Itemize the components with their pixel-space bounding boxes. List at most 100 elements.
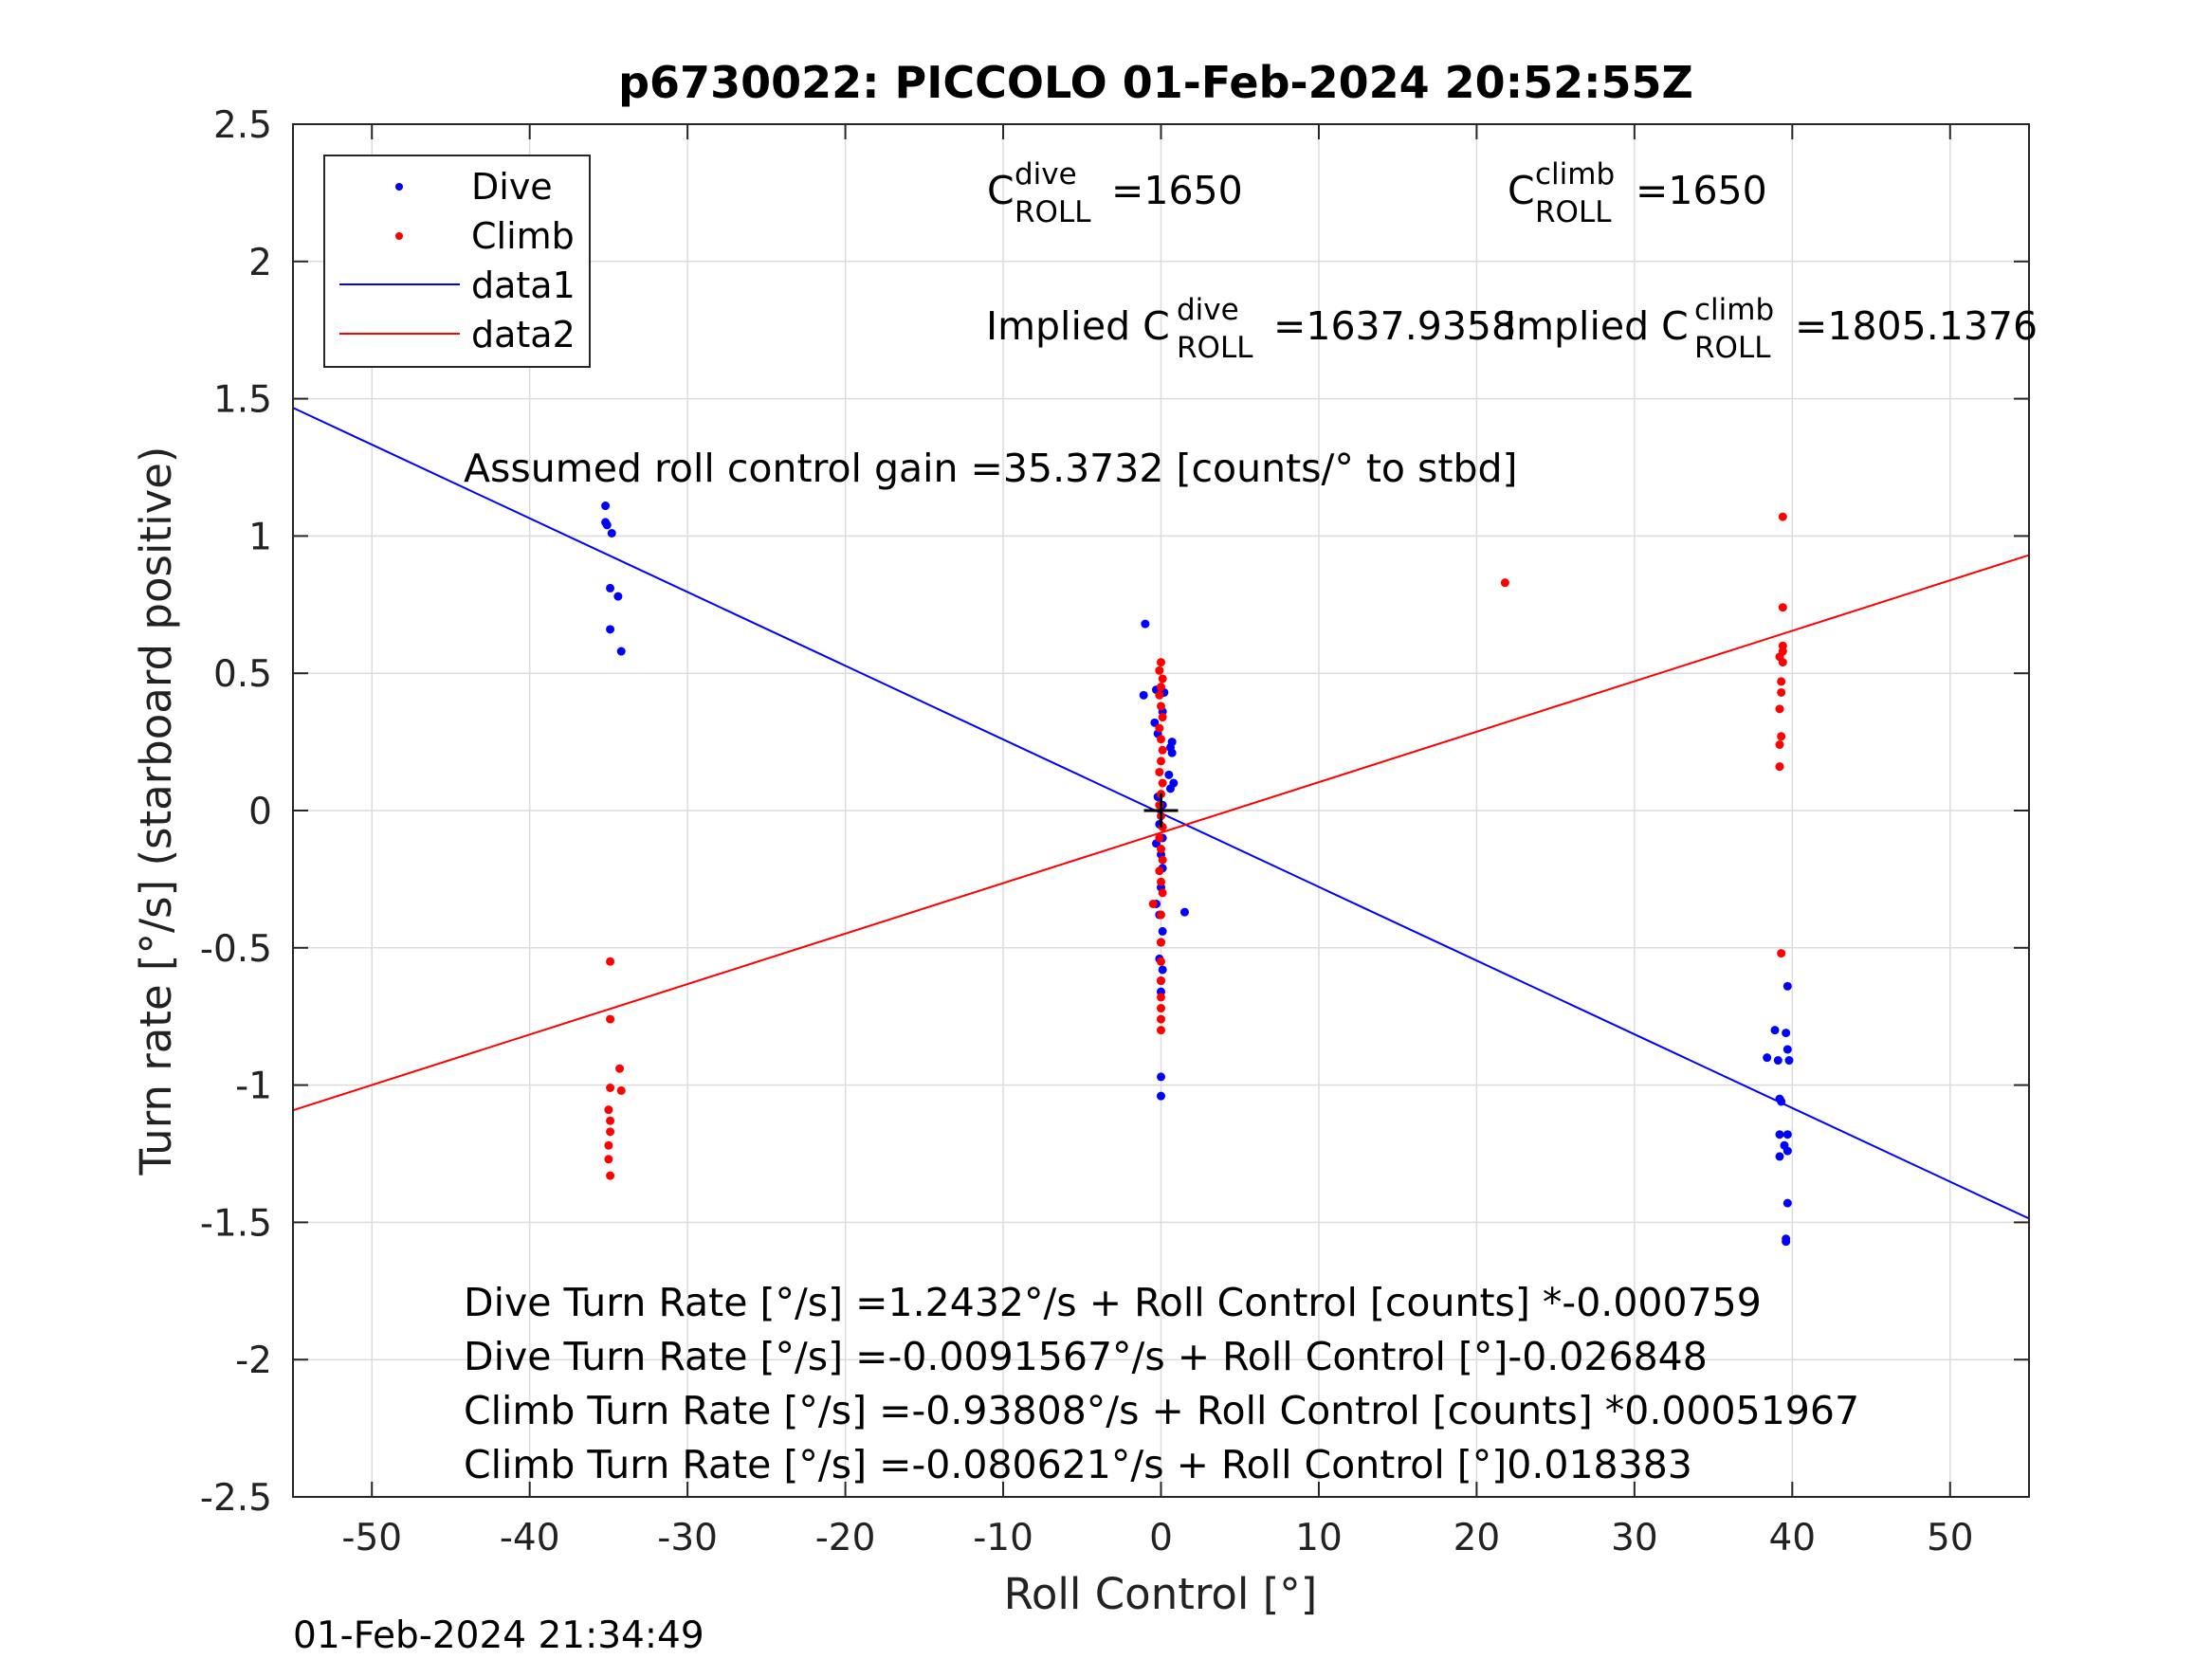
- implied-climb-value: =1805.1376: [1795, 303, 2038, 349]
- climb-point: [1500, 578, 1509, 588]
- y-tick-label: -1: [235, 1066, 272, 1108]
- x-tick-label: -40: [500, 1517, 560, 1559]
- climb-point: [604, 1155, 613, 1164]
- legend-data1-label: data1: [471, 264, 576, 306]
- climb-equation-degrees: Climb Turn Rate [°/s] =-0.080621°/s + Ro…: [464, 1442, 1692, 1487]
- c-dive-base: C: [987, 168, 1015, 213]
- climb-point: [1155, 767, 1164, 776]
- climb-point: [604, 1140, 613, 1150]
- dive-point: [1770, 1026, 1780, 1035]
- dive-point: [1139, 690, 1148, 700]
- x-tick-label: -10: [973, 1517, 1033, 1559]
- climb-point: [616, 1085, 626, 1095]
- y-tick-labels: 2.5 2 1.5 1 0.5 0 -0.5 -1 -1.5 -2 -2.5: [200, 104, 272, 1520]
- dive-point: [1777, 1097, 1786, 1106]
- climb-point: [1155, 665, 1164, 675]
- dive-point: [1782, 1130, 1792, 1139]
- x-tick-label: -50: [341, 1517, 402, 1559]
- climb-point: [1158, 778, 1167, 788]
- dive-point: [606, 583, 615, 592]
- climb-point: [615, 1064, 625, 1073]
- climb-point: [606, 1171, 615, 1180]
- dive-point: [1782, 1198, 1792, 1208]
- legend-climb-label: Climb: [471, 215, 575, 257]
- climb-point: [1155, 723, 1164, 733]
- dive-point: [1782, 1146, 1792, 1156]
- y-tick-label: -1.5: [200, 1202, 272, 1245]
- x-tick-label: 0: [1149, 1517, 1173, 1559]
- c-roll-dive-annotation: C dive ROLL =1650: [987, 157, 1243, 229]
- dive-point: [1775, 1152, 1784, 1161]
- dive-equation-counts: Dive Turn Rate [°/s] =1.2432°/s + Roll C…: [464, 1280, 1762, 1325]
- dive-point: [1157, 1072, 1165, 1082]
- fit-line-data2: [292, 554, 2030, 1112]
- gain-annotation: Assumed roll control gain =35.3732 [coun…: [464, 446, 1518, 491]
- c-dive-sub: ROLL: [1015, 195, 1091, 229]
- climb-point: [1775, 762, 1784, 772]
- c-dive-sup: dive: [1015, 157, 1077, 191]
- legend-box: [323, 155, 591, 368]
- climb-point: [1777, 732, 1786, 741]
- implied-climb-annotation: Implied C climb ROLL =1805.1376: [1505, 293, 2038, 365]
- climb-point: [606, 957, 615, 966]
- climb-point: [606, 1014, 615, 1024]
- climb-point: [1157, 1026, 1165, 1035]
- climb-point: [1157, 735, 1165, 744]
- climb-point: [1157, 683, 1165, 692]
- dive-point: [1784, 1056, 1794, 1066]
- y-tick-label: 0.5: [213, 653, 272, 696]
- dive-point: [1164, 770, 1174, 779]
- climb-point: [1777, 677, 1786, 686]
- climb-point: [606, 1083, 615, 1092]
- c-climb-sup: climb: [1535, 157, 1615, 191]
- climb-point: [606, 1127, 615, 1137]
- dive-point: [613, 592, 623, 601]
- chart-title: p6730022: PICCOLO 01-Feb-2024 20:52:55Z: [618, 57, 1693, 108]
- climb-point: [1157, 993, 1165, 1002]
- climb-points: [604, 512, 1787, 1180]
- climb-point: [604, 1105, 613, 1115]
- climb-point: [1148, 899, 1158, 908]
- axis-ticks: [293, 123, 2029, 1498]
- dive-equation-degrees: Dive Turn Rate [°/s] =-0.0091567°/s + Ro…: [464, 1334, 1708, 1379]
- c-climb-value: =1650: [1636, 168, 1767, 213]
- dive-point: [1167, 748, 1177, 757]
- y-tick-label: 1.5: [213, 379, 272, 422]
- y-tick-label: 2: [248, 242, 272, 284]
- legend-dive-label: Dive: [471, 166, 553, 208]
- dive-point: [1157, 1091, 1165, 1101]
- dive-point: [1179, 907, 1189, 917]
- climb-point: [1158, 888, 1167, 898]
- dive-point: [1775, 1130, 1784, 1139]
- climb-point: [1158, 674, 1167, 684]
- y-tick-label: -2: [235, 1340, 272, 1382]
- climb-point: [1157, 938, 1165, 947]
- dive-point: [1782, 1029, 1791, 1038]
- x-tick-label: 30: [1611, 1517, 1658, 1559]
- climb-point: [1157, 658, 1165, 667]
- climb-point: [1157, 957, 1165, 966]
- climb-point: [1157, 702, 1165, 711]
- y-tick-label: -2.5: [200, 1477, 272, 1520]
- implied-dive-annotation: Implied C dive ROLL =1637.9358: [986, 293, 1516, 365]
- implied-dive-sup: dive: [1177, 293, 1239, 327]
- dive-point: [616, 647, 626, 656]
- x-axis-label: Roll Control [°]: [1004, 1569, 1318, 1619]
- y-tick-label: 1: [248, 516, 272, 558]
- climb-point: [1778, 512, 1787, 521]
- svg-text:C: C: [987, 168, 1015, 213]
- climb-point: [1158, 745, 1167, 755]
- dive-point: [1158, 926, 1167, 936]
- climb-point: [1155, 833, 1164, 843]
- dive-point: [607, 529, 616, 538]
- y-tick-label: -0.5: [200, 928, 272, 971]
- climb-point: [1777, 949, 1786, 958]
- dive-point: [1158, 965, 1167, 975]
- dive-point: [1763, 1053, 1772, 1063]
- dive-point: [1782, 1045, 1792, 1054]
- climb-point: [606, 1116, 615, 1125]
- implied-climb-sup: climb: [1694, 293, 1774, 327]
- climb-point: [1158, 713, 1167, 722]
- climb-point: [1155, 690, 1164, 700]
